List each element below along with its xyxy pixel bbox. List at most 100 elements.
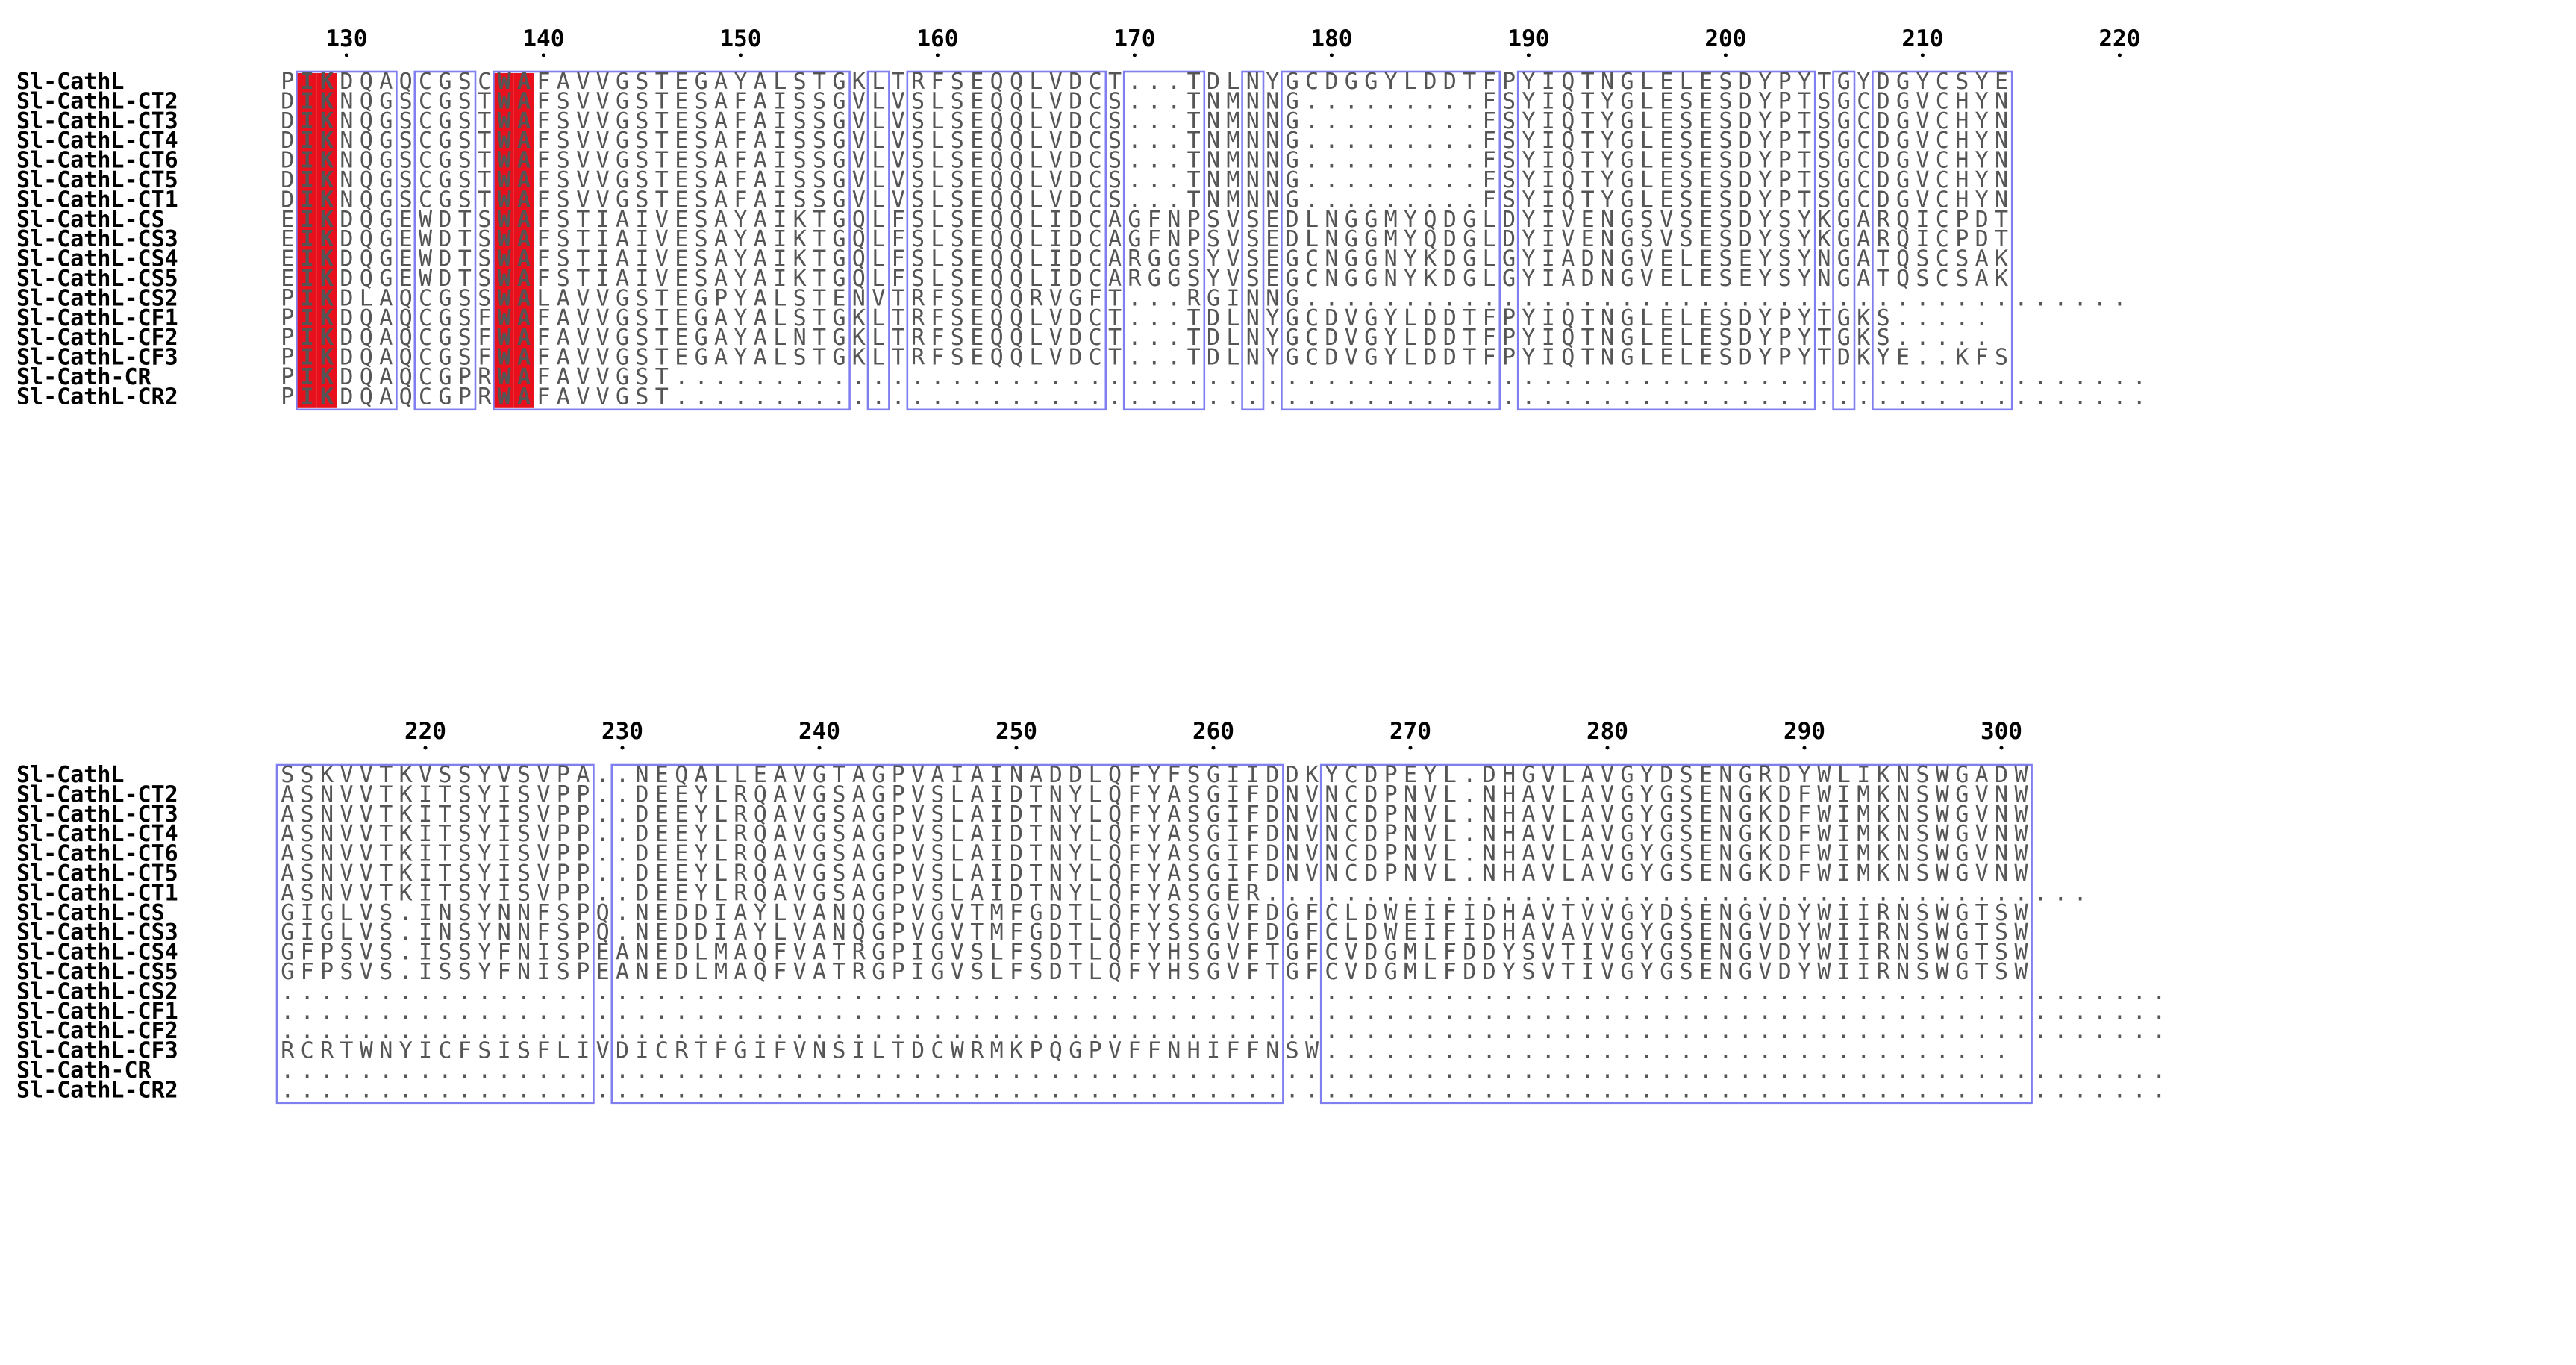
residue: G <box>438 108 451 134</box>
residue: P <box>281 69 294 95</box>
residue: . <box>1680 384 1693 410</box>
residue: . <box>2093 1077 2107 1103</box>
residue: C <box>419 108 432 134</box>
residue: D <box>1069 108 1082 134</box>
residue: . <box>1404 88 1417 114</box>
residue: . <box>1128 384 1141 410</box>
residue: . <box>1522 384 1535 410</box>
ruler-position-label: 240 <box>798 718 840 745</box>
residue: . <box>2152 1018 2166 1044</box>
residue: . <box>911 1077 925 1103</box>
residue: . <box>1778 384 1792 410</box>
residue: F <box>1483 69 1496 95</box>
residue: . <box>1502 384 1516 410</box>
residue: . <box>1364 128 1378 154</box>
residue: S <box>951 88 964 114</box>
residue: . <box>2113 1077 2126 1103</box>
residue: . <box>734 1077 747 1103</box>
residue: D <box>1877 108 1890 134</box>
ruler-position-label: 140 <box>522 25 564 52</box>
residue: . <box>1601 384 1614 410</box>
residue: F <box>1483 108 1496 134</box>
residue: C <box>1089 108 1102 134</box>
residue: . <box>1029 384 1042 410</box>
residue: T <box>1187 128 1201 154</box>
residue: . <box>1325 128 1338 154</box>
residue: . <box>1798 1077 1811 1103</box>
residue: P <box>281 384 294 410</box>
residue: Q <box>990 128 1004 154</box>
residue: C <box>419 128 432 154</box>
residue: V <box>892 88 905 114</box>
residue: S <box>1108 128 1122 154</box>
conserved-region-box <box>493 70 851 411</box>
residue: S <box>911 108 925 134</box>
residue: N <box>340 128 353 154</box>
residue: S <box>1502 108 1516 134</box>
residue: Y <box>1758 69 1772 95</box>
residue: E <box>675 69 688 95</box>
residue: V <box>852 128 866 154</box>
residue: V <box>596 128 610 154</box>
residue: . <box>1049 384 1063 410</box>
conserved-region-box <box>906 70 1107 411</box>
residue: E <box>1699 69 1713 95</box>
residue: V <box>596 108 610 134</box>
residue: S <box>1719 108 1732 134</box>
residue: V <box>892 128 905 154</box>
residue: Q <box>360 108 373 134</box>
residue: A <box>754 108 767 134</box>
residue: . <box>1699 384 1713 410</box>
residue: . <box>2113 1018 2126 1044</box>
residue: . <box>1916 384 1929 410</box>
conserved-region-box <box>1122 70 1206 411</box>
residue: Y <box>1758 108 1772 134</box>
residue: D <box>1069 69 1082 95</box>
residue: E <box>970 108 984 134</box>
residue: . <box>1010 384 1023 410</box>
residue: F <box>537 108 550 134</box>
residue: V <box>1049 108 1063 134</box>
residue: C <box>419 69 432 95</box>
residue: . <box>2054 1018 2067 1044</box>
residue: T <box>1463 69 1476 95</box>
residue: . <box>1128 88 1141 114</box>
residue: . <box>1975 1077 1989 1103</box>
sequence-name: Sl-CathL-CT6 <box>16 148 178 174</box>
residue: . <box>1817 384 1831 410</box>
residue: G <box>1837 108 1851 134</box>
alignment-block-2: Sl-CathLSl-CathL-CT2Sl-CathL-CT3Sl-CathL… <box>16 718 2166 1105</box>
residue: T <box>1581 108 1595 134</box>
residue: . <box>1286 384 1299 410</box>
residue: L <box>931 128 944 154</box>
residue: N <box>1246 69 1260 95</box>
residue: Y <box>1758 88 1772 114</box>
residue: V <box>1916 108 1929 134</box>
residue: . <box>773 384 787 410</box>
residue: G <box>1364 69 1378 95</box>
conserved-region-box <box>1516 70 1816 411</box>
ruler-tick-dot <box>1211 746 1216 750</box>
residue: S <box>1680 108 1693 134</box>
residue: . <box>1620 1077 1634 1103</box>
ruler-tick-dot <box>1920 53 1925 57</box>
residue: . <box>478 1077 491 1103</box>
residue: G <box>1620 69 1634 95</box>
residue: S <box>911 128 925 154</box>
residue: . <box>695 384 708 410</box>
residue: N <box>1266 88 1279 114</box>
residue: . <box>1345 108 1358 134</box>
residue: G <box>379 108 393 134</box>
residue: T <box>655 69 669 95</box>
residue: G <box>438 128 451 154</box>
residue: . <box>2093 384 2107 410</box>
residue: Y <box>1916 69 1929 95</box>
residue: . <box>1739 384 1752 410</box>
residue: I <box>1542 69 1555 95</box>
residue: V <box>852 88 866 114</box>
residue: . <box>832 1077 845 1103</box>
residue: . <box>1325 384 1338 410</box>
identity-column-fill <box>494 73 514 408</box>
residue: . <box>1739 1077 1752 1103</box>
residue: S <box>1817 88 1831 114</box>
